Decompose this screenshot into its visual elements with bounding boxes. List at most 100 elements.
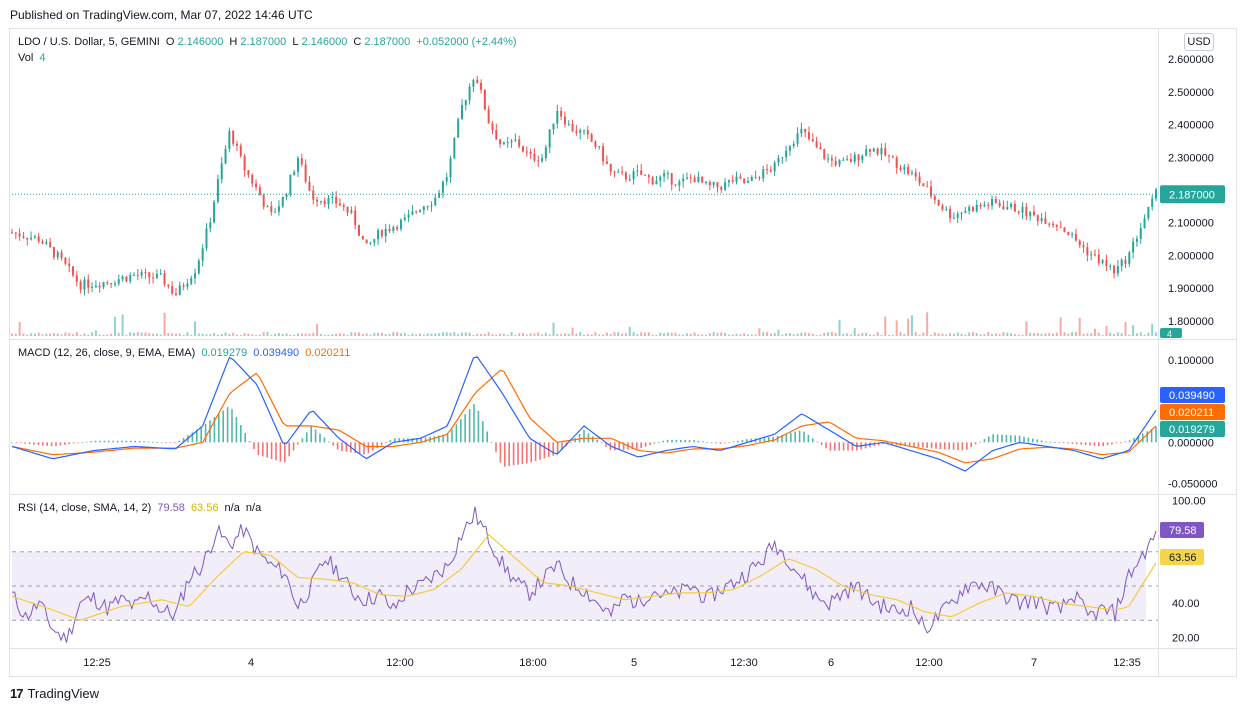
candle-body bbox=[609, 163, 612, 172]
candle-body bbox=[331, 196, 334, 198]
macd-histogram-bar bbox=[134, 440, 136, 443]
macd-histogram-bar bbox=[693, 440, 695, 443]
candle-body bbox=[380, 230, 383, 237]
macd-histogram-bar bbox=[482, 421, 484, 443]
volume-bar bbox=[598, 334, 601, 336]
volume-bar bbox=[788, 333, 791, 336]
macd-histogram-bar bbox=[218, 413, 220, 443]
volume-bar bbox=[541, 334, 544, 336]
candle-body bbox=[1029, 211, 1032, 217]
candle-body bbox=[499, 139, 502, 145]
candle-body bbox=[846, 159, 849, 161]
tradingview-logo[interactable]: 17 TradingView bbox=[10, 686, 99, 701]
volume-bar bbox=[605, 332, 608, 336]
candle-body bbox=[430, 205, 433, 207]
currency-button[interactable]: USD bbox=[1184, 33, 1214, 51]
macd-label[interactable]: MACD (12, 26, close, 9, EMA, EMA) bbox=[18, 347, 196, 359]
candle-body bbox=[647, 175, 650, 178]
volume-bar bbox=[838, 319, 841, 336]
volume-bar bbox=[964, 334, 967, 336]
volume-bar bbox=[1090, 333, 1093, 336]
volume-label[interactable]: Vol bbox=[18, 52, 34, 64]
candle-body bbox=[396, 227, 399, 230]
candle-body bbox=[213, 201, 216, 223]
volume-bar bbox=[685, 333, 688, 336]
macd-histogram-bar bbox=[732, 441, 735, 443]
time-tick-label: 18:00 bbox=[519, 657, 547, 669]
macd-legend: MACD (12, 26, close, 9, EMA, EMA) 0.0192… bbox=[18, 347, 353, 359]
volume-bar bbox=[171, 333, 174, 336]
volume-bar bbox=[1082, 333, 1085, 336]
volume-bar bbox=[277, 332, 280, 336]
pane-separator-rsi[interactable] bbox=[10, 494, 1236, 495]
volume-bar bbox=[544, 332, 547, 336]
macd-histogram-bar bbox=[1049, 441, 1052, 443]
volume-bar bbox=[319, 334, 322, 336]
volume-bar bbox=[1124, 322, 1127, 336]
volume-bar bbox=[872, 334, 875, 336]
volume-bar bbox=[190, 334, 193, 336]
volume-bar bbox=[136, 332, 139, 336]
macd-histogram-bar bbox=[1098, 442, 1100, 447]
price-tick-label: 1.900000 bbox=[1168, 283, 1214, 295]
volume-bar bbox=[407, 334, 410, 336]
macd-histogram-bar bbox=[306, 432, 308, 443]
volume-bar bbox=[411, 333, 414, 336]
volume-bar bbox=[476, 333, 479, 336]
volume-bar bbox=[922, 332, 925, 336]
volume-bar bbox=[647, 332, 650, 336]
volume-bar bbox=[716, 332, 719, 336]
volume-bar bbox=[971, 332, 974, 336]
volume-bar bbox=[739, 334, 742, 336]
volume-bar bbox=[148, 333, 151, 336]
pane-separator-macd[interactable] bbox=[10, 339, 1236, 340]
volume-bar bbox=[201, 333, 204, 336]
volume-bar bbox=[746, 334, 749, 336]
volume-bar bbox=[491, 334, 494, 336]
candle-body bbox=[514, 139, 517, 141]
macd-histogram-bar bbox=[490, 441, 493, 443]
volume-bar bbox=[1036, 333, 1039, 336]
volume-bar bbox=[548, 334, 551, 336]
volume-bar bbox=[586, 333, 589, 336]
macd-histogram-bar bbox=[592, 436, 594, 443]
open-label: O bbox=[165, 36, 175, 48]
macd-histogram-bar bbox=[1036, 439, 1038, 443]
time-tick-label: 12:30 bbox=[730, 657, 758, 669]
volume-bar bbox=[1040, 333, 1043, 336]
volume-bar bbox=[949, 333, 952, 336]
candle-body bbox=[220, 163, 223, 180]
macd-histogram-bar bbox=[1027, 437, 1030, 443]
rsi-ma-tag-label: 63.56 bbox=[1169, 552, 1197, 564]
symbol-label[interactable]: LDO / U.S. Dollar, 5, GEMINI bbox=[18, 36, 160, 48]
macd-histogram-bar bbox=[112, 440, 114, 443]
candle-body bbox=[33, 236, 36, 238]
volume-bar bbox=[792, 334, 795, 336]
macd-histogram-bar bbox=[438, 435, 440, 443]
macd-histogram-bar bbox=[143, 441, 145, 443]
macd-histogram-bar bbox=[68, 442, 70, 445]
volume-bar bbox=[693, 332, 696, 336]
rsi-label[interactable]: RSI (14, close, SMA, 14, 2) bbox=[18, 502, 152, 514]
volume-bar bbox=[213, 333, 216, 336]
candle-body bbox=[781, 157, 784, 159]
volume-bar bbox=[274, 333, 277, 336]
candle-body bbox=[941, 205, 944, 210]
candle-body bbox=[689, 177, 692, 179]
macd-histogram-bar bbox=[1102, 442, 1104, 447]
volume-bar bbox=[22, 333, 25, 336]
candle-body bbox=[487, 109, 490, 124]
rsi-sma-value: 63.56 bbox=[190, 502, 219, 514]
macd-histogram-bar bbox=[24, 442, 26, 444]
volume-bar bbox=[819, 334, 822, 336]
candle-body bbox=[594, 141, 597, 147]
candle-body bbox=[426, 206, 429, 208]
volume-bar bbox=[403, 332, 406, 336]
volume-tag bbox=[1160, 328, 1182, 338]
volume-bar bbox=[323, 334, 326, 336]
volume-bar bbox=[853, 328, 856, 336]
macd-histogram-bar bbox=[244, 433, 246, 443]
volume-bar bbox=[87, 334, 90, 336]
macd-histogram-bar bbox=[1071, 442, 1074, 444]
